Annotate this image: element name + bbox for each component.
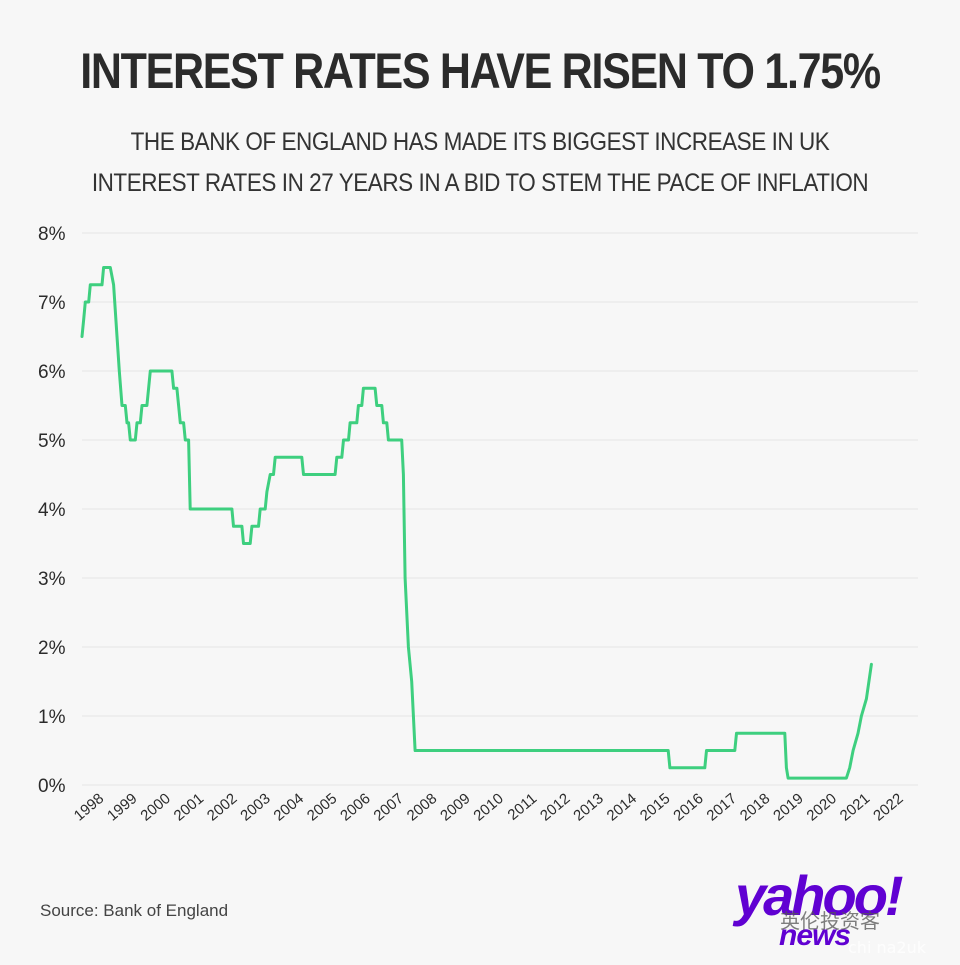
x-tick-label: 2008 (404, 790, 440, 824)
x-tick-label: 2007 (370, 790, 406, 824)
x-tick-label: 2011 (505, 790, 541, 824)
x-tick-label: 2003 (237, 790, 273, 824)
source-note: Source: Bank of England (40, 901, 229, 920)
x-tick-label: 2006 (337, 790, 373, 824)
x-tick-label: 2009 (437, 790, 473, 824)
x-tick-label: 2005 (304, 790, 340, 824)
gridlines (82, 232, 918, 786)
x-tick-label: 2018 (737, 790, 773, 824)
x-tick-label: 2012 (537, 790, 573, 824)
y-tick-label: 4% (38, 500, 66, 521)
x-tick-label: 2019 (770, 790, 806, 824)
y-tick-label: 8% (38, 224, 66, 245)
x-tick-label: 2016 (670, 790, 706, 824)
y-tick-label: 7% (38, 293, 66, 314)
x-tick-label: 1999 (104, 790, 140, 824)
x-tick-label: 2015 (637, 790, 673, 824)
y-axis-tick-labels: 0% 1% 2% 3% 4% 5% 6% 7% 8% (38, 224, 66, 797)
x-tick-label: 2000 (137, 790, 173, 824)
series-layer (80, 266, 873, 780)
chart-subtitle: THE BANK OF ENGLAND HAS MADE ITS BIGGEST… (91, 128, 869, 197)
chart-title: INTEREST RATES HAVE RISEN TO 1.75% (80, 43, 881, 99)
series-line (80, 266, 873, 780)
y-tick-label: 0% (38, 776, 66, 797)
x-tick-label: 2002 (204, 790, 240, 824)
yahoo-news-logo: yahoo! news (735, 864, 904, 952)
y-tick-label: 6% (38, 362, 66, 383)
y-tick-label: 2% (38, 638, 66, 659)
x-tick-label: 2022 (870, 790, 906, 824)
logo-sub-text: news (779, 919, 851, 952)
watermark-text: 英伦投资客 (780, 909, 880, 933)
y-tick-label: 1% (38, 707, 66, 728)
x-tick-label: 2010 (470, 790, 506, 824)
x-axis-tick-labels: 1998199920002001200220032004200520062007… (71, 790, 907, 824)
x-tick-label: 2017 (704, 790, 740, 824)
x-tick-label: 2001 (171, 790, 207, 824)
x-tick-label: 2004 (271, 790, 307, 824)
x-tick-label: 2013 (570, 790, 606, 824)
x-tick-label: 2021 (837, 790, 873, 824)
line-chart: 0%1%2%3%4%5%6%7%8% 199819992000200120022… (38, 224, 918, 825)
x-tick-label: 1998 (71, 790, 107, 824)
logo-main-text: yahoo! (735, 864, 904, 927)
x-tick-label: 2020 (803, 790, 839, 824)
x-tick-label: 2014 (604, 790, 640, 824)
y-tick-label: 3% (38, 569, 66, 590)
watermark-handle: chi na2uk (848, 938, 926, 957)
y-tick-label: 5% (38, 431, 66, 452)
